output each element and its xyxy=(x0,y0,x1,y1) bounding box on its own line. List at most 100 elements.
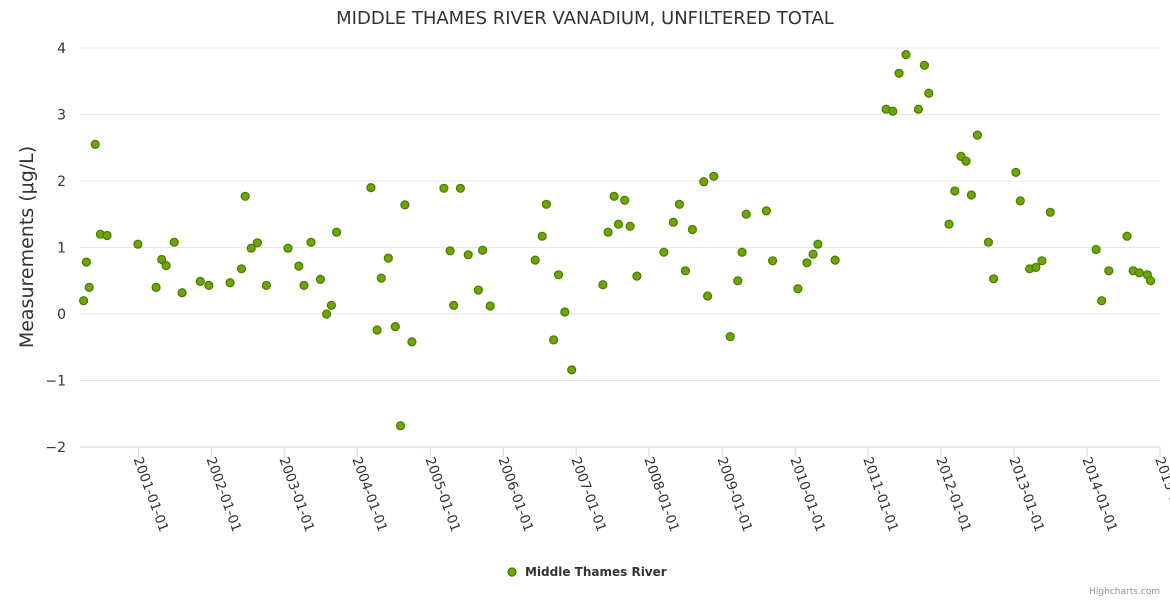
data-point[interactable] xyxy=(972,130,983,140)
data-point[interactable] xyxy=(966,190,977,200)
legend-item-middle-thames-river[interactable]: Middle Thames River xyxy=(525,565,667,579)
data-point[interactable] xyxy=(687,224,698,235)
data-point[interactable] xyxy=(668,217,678,227)
data-point[interactable] xyxy=(699,177,709,187)
data-point[interactable] xyxy=(541,199,552,209)
data-point[interactable] xyxy=(322,309,332,319)
data-point[interactable] xyxy=(888,106,898,116)
data-point[interactable] xyxy=(620,195,630,205)
data-point[interactable] xyxy=(944,219,954,229)
data-point[interactable] xyxy=(802,258,812,268)
data-point[interactable] xyxy=(449,300,459,310)
data-point[interactable] xyxy=(632,271,642,281)
data-point[interactable] xyxy=(261,280,271,290)
data-point[interactable] xyxy=(598,280,608,290)
data-point[interactable] xyxy=(674,199,685,209)
data-point[interactable] xyxy=(246,243,256,253)
data-point[interactable] xyxy=(553,270,564,280)
data-point[interactable] xyxy=(485,301,495,311)
data-point[interactable] xyxy=(407,337,417,347)
data-point[interactable] xyxy=(1037,256,1047,266)
data-point[interactable] xyxy=(609,191,619,201)
data-point[interactable] xyxy=(1097,296,1107,306)
data-point[interactable] xyxy=(204,280,214,290)
data-point[interactable] xyxy=(560,307,570,317)
data-point[interactable] xyxy=(395,421,406,431)
data-point[interactable] xyxy=(813,239,823,249)
data-point[interactable] xyxy=(1031,262,1041,272)
data-point[interactable] xyxy=(1134,268,1145,278)
data-point[interactable] xyxy=(725,332,735,342)
data-point[interactable] xyxy=(613,219,624,229)
data-point[interactable] xyxy=(680,266,691,276)
data-point[interactable] xyxy=(81,257,92,267)
data-point[interactable] xyxy=(808,249,818,259)
data-point[interactable] xyxy=(1011,167,1021,177)
legend[interactable]: Middle Thames River xyxy=(507,565,667,579)
data-point[interactable] xyxy=(390,322,400,332)
data-point[interactable] xyxy=(195,276,205,286)
data-point[interactable] xyxy=(283,243,293,253)
data-point[interactable] xyxy=(473,285,483,295)
data-point[interactable] xyxy=(161,260,171,271)
data-point[interactable] xyxy=(793,284,803,294)
data-point[interactable] xyxy=(90,139,100,149)
data-point[interactable] xyxy=(455,183,465,193)
data-point[interactable] xyxy=(439,183,449,193)
credits-link[interactable]: Highcharts.com xyxy=(1089,587,1160,597)
data-point[interactable] xyxy=(78,296,89,306)
data-point[interactable] xyxy=(236,264,247,274)
data-point[interactable] xyxy=(315,274,325,284)
data-point[interactable] xyxy=(169,237,179,247)
data-point[interactable] xyxy=(702,291,713,301)
data-point[interactable] xyxy=(84,282,94,292)
data-point[interactable] xyxy=(709,171,719,181)
data-point[interactable] xyxy=(1045,207,1055,217)
data-point[interactable] xyxy=(924,88,934,98)
data-point[interactable] xyxy=(894,68,904,78)
data-point[interactable] xyxy=(332,227,342,237)
data-point[interactable] xyxy=(603,227,613,237)
data-point[interactable] xyxy=(737,247,747,257)
data-point[interactable] xyxy=(1104,266,1114,276)
legend-marker[interactable] xyxy=(507,567,517,577)
data-point[interactable] xyxy=(151,282,161,292)
data-point[interactable] xyxy=(133,239,143,249)
data-point[interactable] xyxy=(383,253,393,263)
data-point[interactable] xyxy=(767,256,778,266)
data-point[interactable] xyxy=(366,183,376,193)
data-point[interactable] xyxy=(901,49,911,60)
data-point[interactable] xyxy=(463,250,473,260)
data-point[interactable] xyxy=(537,231,547,241)
data-point[interactable] xyxy=(1122,231,1132,241)
data-point[interactable] xyxy=(659,247,669,257)
data-point[interactable] xyxy=(1145,276,1156,286)
data-point[interactable] xyxy=(400,200,410,210)
data-point[interactable] xyxy=(326,300,336,310)
data-point[interactable] xyxy=(299,280,309,290)
data-point[interactable] xyxy=(177,288,187,298)
data-point[interactable] xyxy=(830,255,840,265)
data-point[interactable] xyxy=(372,325,382,335)
data-point[interactable] xyxy=(225,278,235,288)
data-point[interactable] xyxy=(625,221,635,231)
data-point[interactable] xyxy=(1091,244,1101,255)
data-point[interactable] xyxy=(913,104,924,114)
data-point[interactable] xyxy=(950,186,960,196)
data-point[interactable] xyxy=(983,237,994,247)
data-point[interactable] xyxy=(567,365,577,375)
data-point[interactable] xyxy=(376,273,386,283)
data-point[interactable] xyxy=(961,156,971,166)
data-point[interactable] xyxy=(548,335,559,345)
data-point[interactable] xyxy=(761,206,772,216)
data-point[interactable] xyxy=(988,274,999,284)
data-point[interactable] xyxy=(1015,196,1025,206)
data-point[interactable] xyxy=(102,230,112,241)
data-point[interactable] xyxy=(252,238,262,248)
data-point[interactable] xyxy=(478,245,488,255)
data-point[interactable] xyxy=(919,60,930,70)
data-point[interactable] xyxy=(306,237,316,247)
data-point[interactable] xyxy=(294,261,304,271)
data-point[interactable] xyxy=(157,254,167,265)
data-point[interactable] xyxy=(240,191,250,201)
